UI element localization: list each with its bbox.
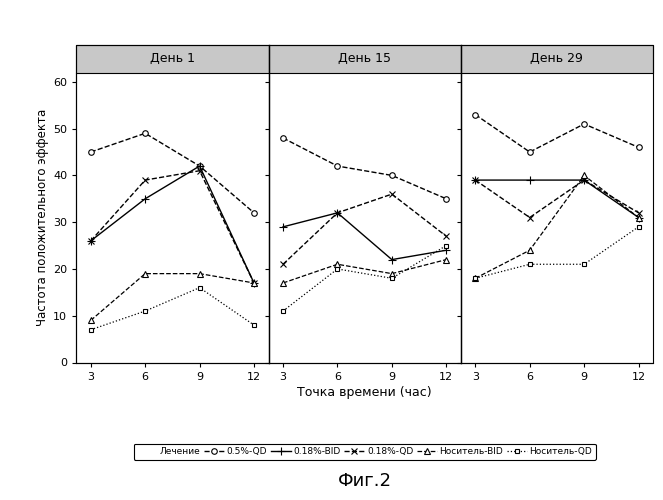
Text: День 1: День 1 [150,52,195,65]
Y-axis label: Частота положительного эффекта: Частота положительного эффекта [36,109,49,326]
Text: Точка времени (час): Точка времени (час) [297,386,432,399]
Text: День 15: День 15 [338,52,391,65]
Legend: Лечение, 0.5%-QD, 0.18%-BID, 0.18%-QD, Носитель-BID, Носитель-QD: Лечение, 0.5%-QD, 0.18%-BID, 0.18%-QD, Н… [134,444,595,460]
Text: День 29: День 29 [530,52,583,65]
Text: Фиг.2: Фиг.2 [337,472,392,490]
